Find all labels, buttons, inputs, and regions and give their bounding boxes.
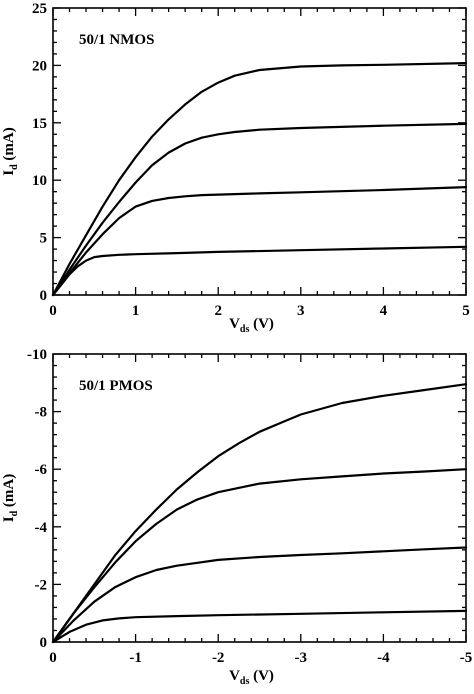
x-axis-label-subscript: ds xyxy=(240,676,250,687)
y-tick-label: 20 xyxy=(32,58,47,74)
series-line-4 xyxy=(51,62,468,297)
series-line-4 xyxy=(51,383,468,644)
x-tick-label: 5 xyxy=(462,303,470,319)
y-axis-label-subscript: d xyxy=(9,510,20,516)
plot-frame xyxy=(52,353,467,643)
x-axis-label: Vds (V) xyxy=(229,316,274,335)
device-annotation: 50/1 PMOS xyxy=(79,378,153,394)
x-tick-label: 0 xyxy=(49,303,57,319)
y-tick-label: 10 xyxy=(32,173,47,189)
plot-frame xyxy=(52,7,467,296)
x-axis-label-unit: (V) xyxy=(249,668,274,684)
x-axis-label: Vds (V) xyxy=(229,668,274,687)
x-tick-label: 1 xyxy=(132,303,140,319)
y-axis-label-main: I xyxy=(1,170,17,176)
x-tick-label: 0 xyxy=(49,650,57,666)
series-line-3 xyxy=(51,122,468,297)
x-tick-label: -2 xyxy=(212,650,225,666)
device-annotation: 50/1 NMOS xyxy=(79,32,154,48)
x-tick-label: -4 xyxy=(377,650,390,666)
x-axis-label-main: V xyxy=(229,668,240,684)
y-axis-label: Id (mA) xyxy=(1,127,20,175)
y-tick-label: -4 xyxy=(35,520,48,536)
y-tick-label: -2 xyxy=(35,577,48,593)
y-axis-label-subscript: d xyxy=(9,164,20,170)
y-tick-label: 5 xyxy=(40,231,48,247)
x-axis-label-unit: (V) xyxy=(249,316,274,332)
y-tick-label: -6 xyxy=(35,462,48,478)
series-line-1 xyxy=(51,245,468,297)
plot-nmos: 0 1 2 3 4 5 0 5 10 15 20 25 50/1 NMOS Vds (V) Id (mA) xyxy=(1,1,470,335)
y-axis-label-unit: (mA) xyxy=(1,127,17,164)
y-tick-label: -8 xyxy=(35,405,48,421)
y-tick-label: 25 xyxy=(32,1,47,17)
series-line-2 xyxy=(51,186,468,297)
x-axis-label-main: V xyxy=(229,316,240,332)
x-tick-label: 4 xyxy=(380,303,388,319)
y-tick-label: 0 xyxy=(40,288,48,304)
y-axis-label-main: I xyxy=(1,516,17,522)
x-axis-label-subscript: ds xyxy=(240,324,250,335)
x-tick-label: -5 xyxy=(460,650,473,666)
x-tick-label: -1 xyxy=(129,650,142,666)
y-tick-label: 15 xyxy=(32,116,47,132)
series-line-3 xyxy=(51,468,468,644)
x-tick-label: -3 xyxy=(295,650,308,666)
y-axis-label: Id (mA) xyxy=(1,474,20,522)
y-tick-label: -10 xyxy=(27,347,47,363)
plot-pmos: 0 -1 -2 -3 -4 -5 0 -2 -4 -6 -8 -10 50/1 PMOS Vds (V) I… xyxy=(1,347,472,687)
y-axis-label-unit: (mA) xyxy=(1,474,17,511)
y-tick-label: 0 xyxy=(40,635,48,651)
series-line-2 xyxy=(51,546,468,644)
x-tick-label: 2 xyxy=(214,303,222,319)
x-tick-label: 3 xyxy=(297,303,305,319)
series-line-1 xyxy=(51,609,468,644)
